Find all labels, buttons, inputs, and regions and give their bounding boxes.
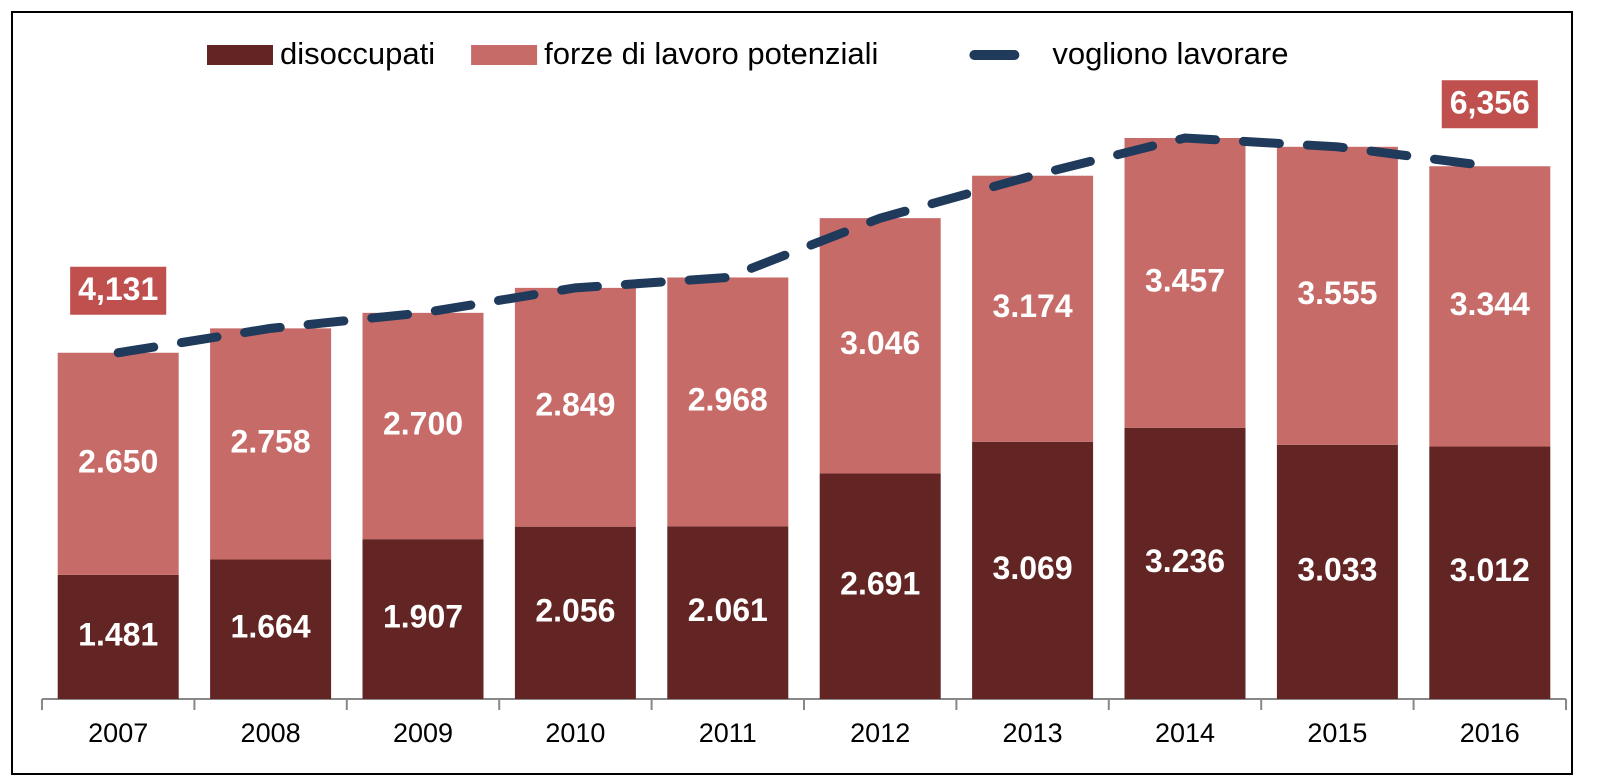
data-label: 2.056 xyxy=(535,592,615,628)
data-label: 2.650 xyxy=(78,443,158,479)
data-label: 3.012 xyxy=(1450,552,1530,588)
data-label: 2.691 xyxy=(840,566,920,602)
data-label: 2.061 xyxy=(688,592,768,628)
bar-segment xyxy=(819,473,941,699)
data-label: 3.174 xyxy=(993,288,1073,324)
bar-segment xyxy=(1429,166,1551,447)
data-label: 1.481 xyxy=(78,616,158,652)
data-label: 2.700 xyxy=(383,405,463,441)
bar-segment xyxy=(514,287,636,527)
bar-segment xyxy=(362,312,484,540)
x-tick-label: 2008 xyxy=(241,718,301,748)
legend-label: vogliono lavorare xyxy=(1052,36,1288,71)
x-tick-label: 2016 xyxy=(1460,718,1520,748)
line-series xyxy=(113,133,1495,358)
legend-label: disoccupati xyxy=(280,36,435,71)
data-label: 3.344 xyxy=(1450,286,1530,322)
bar-segment xyxy=(210,328,332,560)
x-tick-label: 2014 xyxy=(1155,718,1215,748)
data-label: 3.457 xyxy=(1145,262,1225,298)
bar-segment xyxy=(57,574,179,699)
legend-swatch xyxy=(471,45,538,65)
x-tick-label: 2007 xyxy=(88,718,148,748)
bar-segment xyxy=(1124,427,1246,699)
bar-segment xyxy=(57,352,179,575)
data-label: 3.555 xyxy=(1297,275,1377,311)
data-label: 2.758 xyxy=(231,423,311,459)
legend-swatch xyxy=(207,45,273,65)
x-tick-label: 2010 xyxy=(545,718,605,748)
bar-segment xyxy=(667,277,789,527)
legend-label: forze di lavoro potenziali xyxy=(544,36,878,71)
bar-segment xyxy=(1276,444,1398,699)
x-tick-label: 2015 xyxy=(1307,718,1367,748)
bar-segment xyxy=(514,526,636,699)
bar-segment xyxy=(362,539,484,699)
bar-segment xyxy=(1124,138,1246,428)
bar-segment xyxy=(1276,146,1398,445)
bar-segment xyxy=(1429,446,1551,699)
bar-segment xyxy=(667,526,789,699)
data-label: 4,131 xyxy=(78,271,158,307)
x-tick-label: 2011 xyxy=(699,718,757,748)
data-label: 3.069 xyxy=(993,550,1073,586)
bar-segment xyxy=(972,175,1094,442)
bar-segment xyxy=(210,559,332,699)
bar-segment xyxy=(819,218,941,474)
data-label: 1.664 xyxy=(231,609,311,645)
x-tick-label: 2009 xyxy=(393,718,453,748)
data-label: 2.849 xyxy=(535,387,615,423)
data-label: 2.968 xyxy=(688,381,768,417)
data-label: 6,356 xyxy=(1450,85,1530,121)
x-tick-label: 2012 xyxy=(850,718,910,748)
annotation-box xyxy=(1441,80,1538,129)
data-label: 3.033 xyxy=(1297,551,1377,587)
data-label: 3.236 xyxy=(1145,543,1225,579)
data-label: 1.907 xyxy=(383,599,463,635)
bar-segment xyxy=(972,441,1094,699)
data-label: 3.046 xyxy=(840,325,920,361)
annotation-box xyxy=(70,266,167,315)
x-tick-label: 2013 xyxy=(1003,718,1063,748)
